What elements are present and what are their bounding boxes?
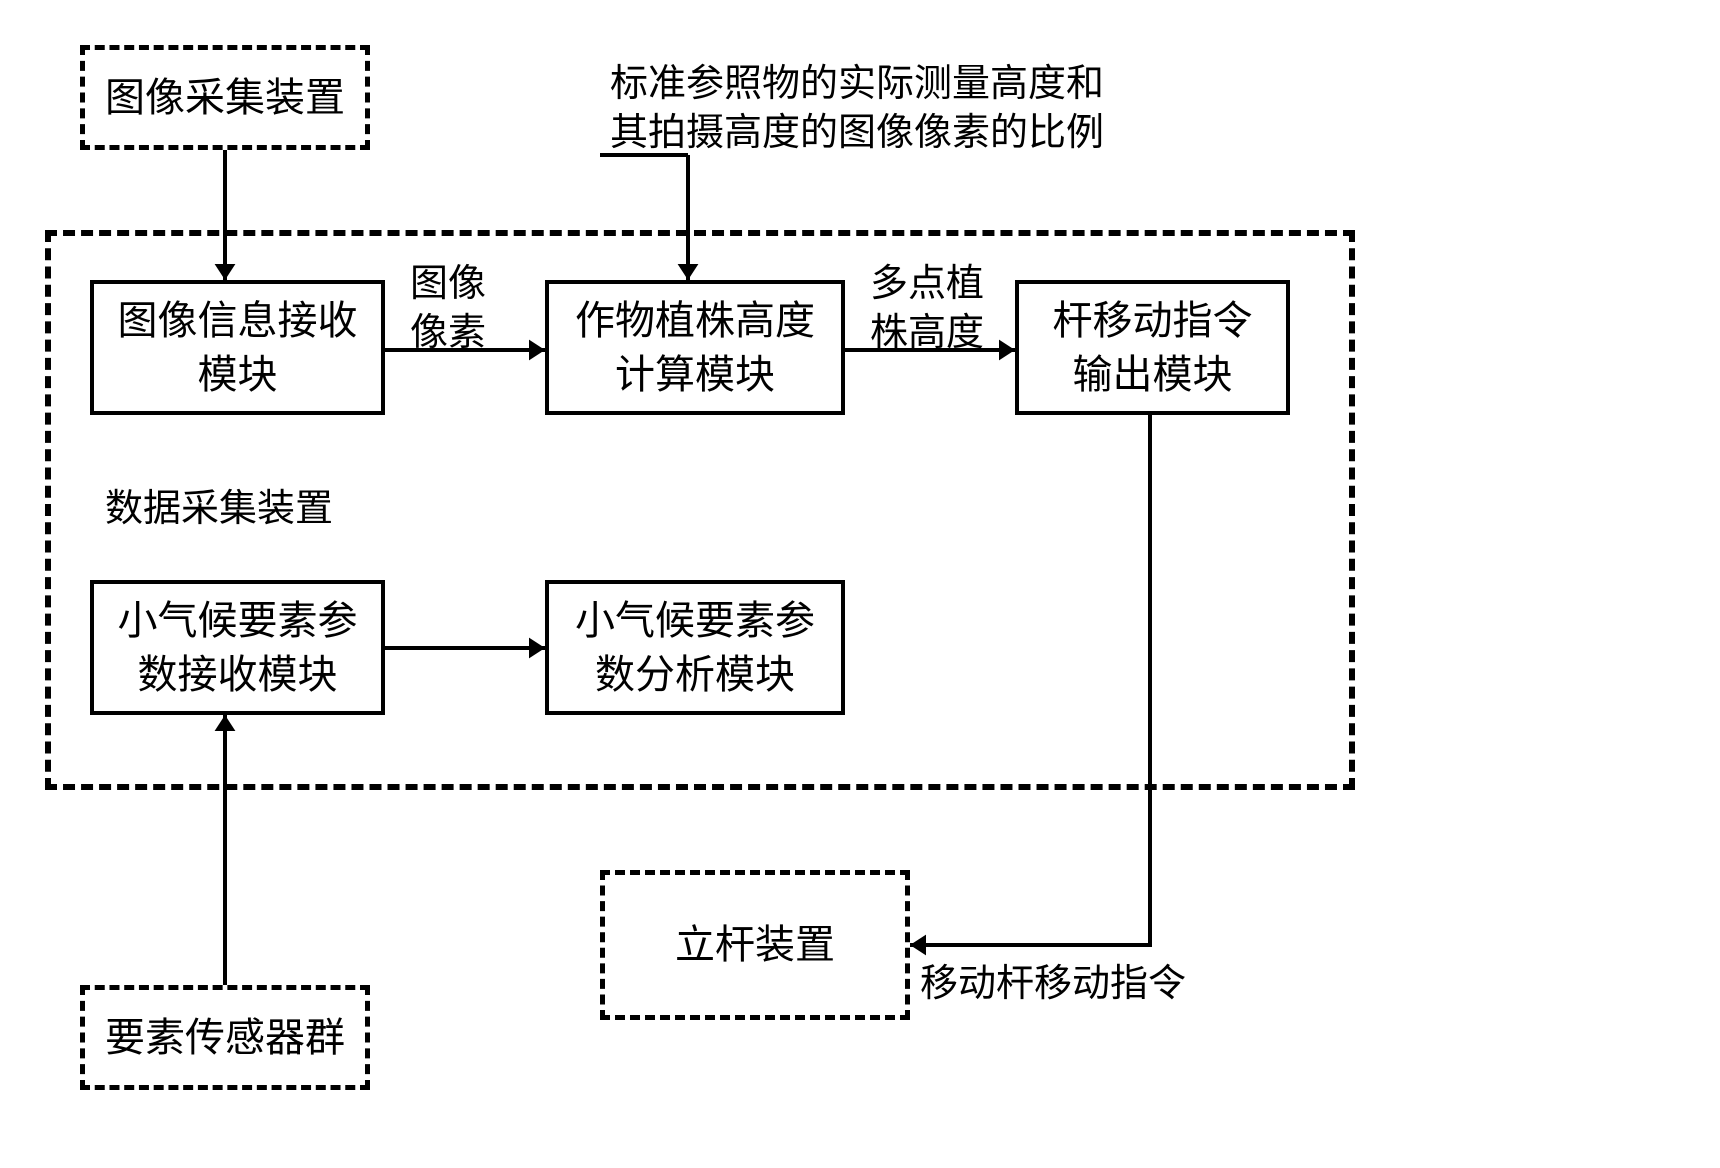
multipoint-plant-height-label: 多点植 株高度 xyxy=(870,260,984,359)
image-pixel-label: 图像 像素 xyxy=(410,260,486,359)
pole-move-cmd-output-module-box: 杆移动指令 输出模块 xyxy=(1015,280,1290,415)
sensor-group-box: 要素传感器群 xyxy=(80,985,370,1090)
image-capture-device-box: 图像采集装置 xyxy=(80,45,370,150)
microclimate-param-analysis-module-box: 小气候要素参 数分析模块 xyxy=(545,580,845,715)
image-info-receive-module-label: 图像信息接收 模块 xyxy=(118,294,358,402)
pole-device-box: 立杆装置 xyxy=(600,870,910,1020)
data-collection-device-label: 数据采集装置 xyxy=(105,485,333,534)
pole-move-cmd-output-module-label: 杆移动指令 输出模块 xyxy=(1053,294,1253,402)
crop-height-calc-module-box: 作物植株高度 计算模块 xyxy=(545,280,845,415)
image-info-receive-module-box: 图像信息接收 模块 xyxy=(90,280,385,415)
reference-ratio-label: 标准参照物的实际测量高度和 其拍摄高度的图像像素的比例 xyxy=(610,60,1104,159)
pole-device-label: 立杆装置 xyxy=(675,918,835,972)
diagram-canvas: 图像采集装置 图像信息接收 模块 作物植株高度 计算模块 杆移动指令 输出模块 … xyxy=(0,0,1720,1168)
image-capture-device-label: 图像采集装置 xyxy=(105,71,345,125)
crop-height-calc-module-label: 作物植株高度 计算模块 xyxy=(575,294,815,402)
microclimate-param-analysis-module-label: 小气候要素参 数分析模块 xyxy=(575,594,815,702)
microclimate-param-receive-module-label: 小气候要素参 数接收模块 xyxy=(118,594,358,702)
move-pole-command-label: 移动杆移动指令 xyxy=(920,960,1186,1009)
sensor-group-label: 要素传感器群 xyxy=(105,1011,345,1065)
microclimate-param-receive-module-box: 小气候要素参 数接收模块 xyxy=(90,580,385,715)
